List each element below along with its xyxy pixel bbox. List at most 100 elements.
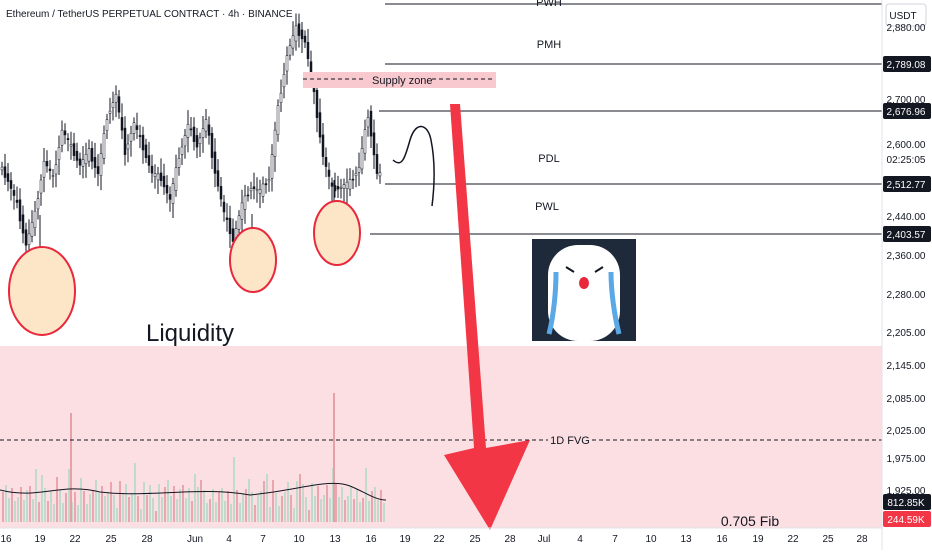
volume-bar bbox=[278, 506, 280, 522]
volume-bar bbox=[383, 503, 385, 522]
volume-bar bbox=[8, 498, 10, 522]
candle-body bbox=[93, 157, 97, 168]
candle-body bbox=[237, 215, 241, 230]
volume-bar bbox=[347, 496, 349, 522]
volume-bar bbox=[179, 489, 181, 522]
x-tick-label: 13 bbox=[680, 534, 692, 545]
candle-body bbox=[117, 96, 121, 113]
candle-body bbox=[171, 183, 175, 204]
candle-body bbox=[252, 186, 256, 190]
candle-body bbox=[141, 134, 145, 151]
candle-body bbox=[159, 172, 163, 181]
volume-bar bbox=[38, 502, 40, 522]
candle-body bbox=[24, 229, 28, 246]
candle-body bbox=[21, 214, 25, 234]
candle-body bbox=[99, 153, 103, 176]
volume-bar bbox=[293, 508, 295, 522]
volume-bar bbox=[158, 484, 160, 522]
candle-body bbox=[276, 105, 280, 135]
volume-bar bbox=[119, 481, 121, 522]
x-tick-label: Jun bbox=[187, 534, 203, 545]
x-tick-label: 7 bbox=[612, 534, 618, 545]
volume-bar bbox=[269, 507, 271, 522]
candle-body bbox=[378, 172, 382, 177]
volume-bar bbox=[263, 481, 265, 522]
x-tick-label: 28 bbox=[504, 534, 516, 545]
candle-body bbox=[183, 135, 187, 147]
candle-body bbox=[306, 42, 310, 59]
volume-bar bbox=[272, 480, 274, 522]
x-tick-label: 13 bbox=[329, 534, 341, 545]
volume-bar bbox=[5, 485, 7, 522]
volume-bar bbox=[356, 489, 358, 522]
supply-zone bbox=[303, 72, 496, 88]
volume-bar bbox=[113, 495, 115, 522]
volume-bar bbox=[338, 497, 340, 522]
volume-bar bbox=[122, 494, 124, 522]
volume-bar bbox=[353, 499, 355, 522]
candle-body bbox=[96, 166, 100, 175]
projection-scribble bbox=[392, 125, 435, 207]
candle-body bbox=[330, 182, 334, 187]
price-axis-bg bbox=[882, 0, 932, 550]
volume-bar bbox=[41, 475, 43, 522]
sticker-tear bbox=[546, 271, 559, 335]
candle-body bbox=[351, 178, 355, 181]
volume-bar bbox=[287, 482, 289, 522]
candle-body bbox=[198, 137, 202, 145]
level-price-badge bbox=[883, 56, 931, 72]
volume-bar bbox=[197, 487, 199, 522]
volume-bar bbox=[20, 487, 22, 522]
volume-bar bbox=[77, 505, 79, 522]
candle-body bbox=[6, 173, 10, 182]
candle-body bbox=[186, 123, 190, 138]
candle-body bbox=[354, 173, 358, 176]
candle-body bbox=[39, 179, 43, 194]
volume-bar bbox=[53, 504, 55, 522]
volume-bar bbox=[143, 482, 145, 522]
volume-bar bbox=[128, 497, 130, 522]
candle-body bbox=[12, 190, 16, 196]
volume-bar bbox=[101, 486, 103, 522]
volume-bar bbox=[167, 480, 169, 522]
volume-bar bbox=[44, 488, 46, 522]
x-tick-label: 16 bbox=[716, 534, 728, 545]
x-tick-label: 28 bbox=[141, 534, 153, 545]
liquidity-label: Liquidity bbox=[146, 320, 234, 347]
level-price-badge bbox=[883, 176, 931, 192]
candle-body bbox=[315, 89, 319, 118]
x-tick-label: 4 bbox=[226, 534, 232, 545]
candle-body bbox=[63, 130, 67, 136]
candle-body bbox=[219, 186, 223, 200]
x-tick-label: 25 bbox=[105, 534, 117, 545]
candle-body bbox=[231, 228, 235, 242]
candle-body bbox=[54, 164, 58, 175]
level-price-label: 2,789.08 bbox=[887, 60, 926, 71]
volume-bar bbox=[374, 487, 376, 522]
candle-body bbox=[174, 167, 178, 191]
candle-body bbox=[135, 125, 139, 130]
volume-bar bbox=[134, 463, 136, 522]
volume-bar bbox=[200, 480, 202, 522]
candle-body bbox=[3, 166, 7, 178]
candle-body bbox=[81, 159, 85, 167]
volume-bar bbox=[380, 490, 382, 522]
candle-body bbox=[153, 173, 157, 177]
volume-bar bbox=[209, 499, 211, 522]
x-tick-label: 22 bbox=[433, 534, 445, 545]
volume-bar bbox=[377, 500, 379, 522]
countdown-label: 02:25:05 bbox=[887, 155, 926, 166]
volume-bar bbox=[212, 489, 214, 522]
x-tick-label: 10 bbox=[293, 534, 305, 545]
candle-body bbox=[255, 188, 259, 191]
x-tick-label: 25 bbox=[469, 534, 481, 545]
volume-bar bbox=[98, 493, 100, 522]
candle-body bbox=[348, 179, 352, 190]
candle-body bbox=[72, 143, 76, 156]
volume-bar bbox=[239, 503, 241, 522]
volume-bar bbox=[83, 491, 85, 522]
volume-bar bbox=[47, 501, 49, 522]
volume-bar bbox=[107, 492, 109, 522]
